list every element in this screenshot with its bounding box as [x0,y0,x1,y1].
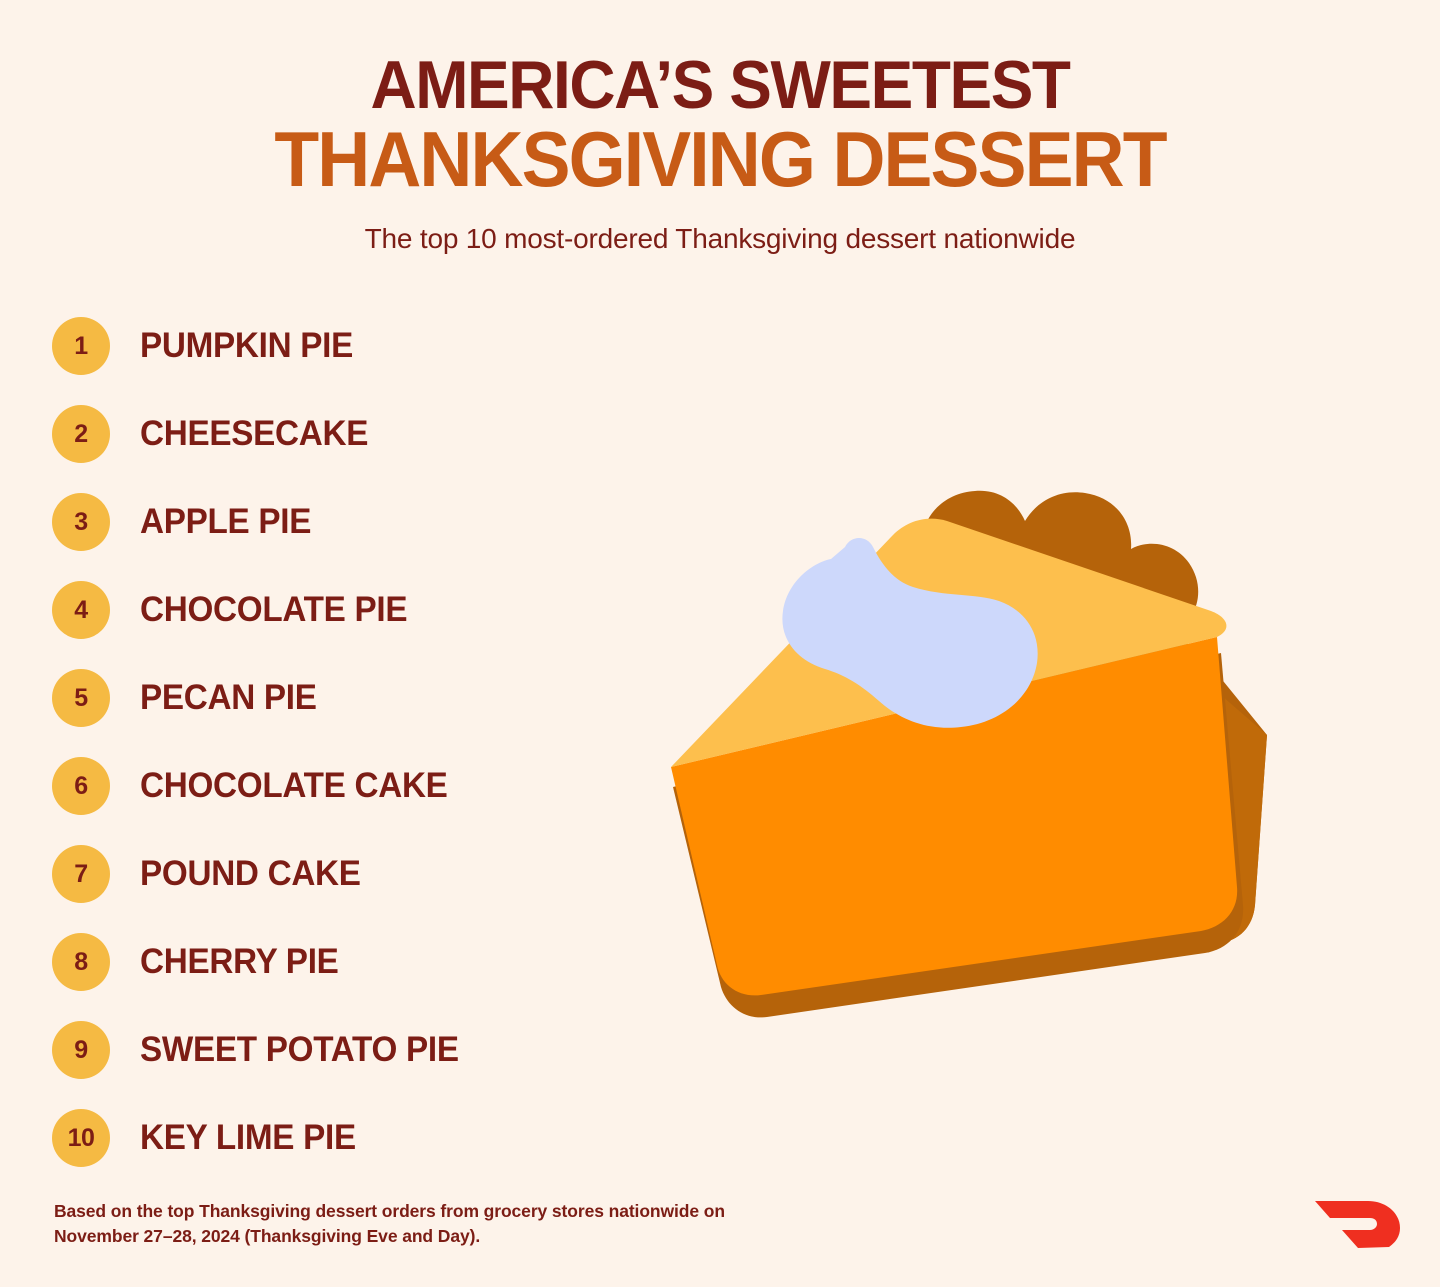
list-item: 10 KEY LIME PIE [52,1094,672,1182]
list-item: 6 CHOCOLATE CAKE [52,742,672,830]
whipped-cream-icon [782,538,1038,728]
rank-label: POUND CAKE [140,854,361,893]
page-subtitle: The top 10 most-ordered Thanksgiving des… [364,223,1076,255]
rank-badge: 2 [52,405,110,463]
dessert-ranking-list: 1 PUMPKIN PIE 2 CHEESECAKE 3 APPLE PIE 4… [52,302,672,1182]
list-item: 9 SWEET POTATO PIE [52,1006,672,1094]
list-item: 8 CHERRY PIE [52,918,672,1006]
rank-badge: 8 [52,933,110,991]
rank-badge: 7 [52,845,110,903]
rank-badge: 5 [52,669,110,727]
rank-badge: 3 [52,493,110,551]
rank-badge: 9 [52,1021,110,1079]
list-item: 4 CHOCOLATE PIE [52,566,672,654]
rank-badge: 1 [52,317,110,375]
rank-label: PUMPKIN PIE [140,326,354,365]
header: AMERICA’S SWEETEST THANKSGIVING DESSERT … [0,47,1440,255]
pie-slice-illustration [655,435,1315,1055]
rank-label: CHOCOLATE PIE [140,590,408,629]
list-item: 5 PECAN PIE [52,654,672,742]
page-title-line-1: AMERICA’S SWEETEST [370,47,1071,123]
list-item: 7 POUND CAKE [52,830,672,918]
list-item: 1 PUMPKIN PIE [52,302,672,390]
footnote: Based on the top Thanksgiving dessert or… [54,1199,894,1249]
pie-front-face [671,637,1238,996]
doordash-logo-icon [1312,1185,1404,1257]
rank-label: CHERRY PIE [140,942,339,981]
footnote-line-1: Based on the top Thanksgiving dessert or… [54,1201,725,1222]
page-title-line-2: THANKSGIVING DESSERT [274,114,1167,203]
rank-label: CHEESECAKE [140,414,369,453]
list-item: 2 CHEESECAKE [52,390,672,478]
rank-label: SWEET POTATO PIE [140,1030,459,1069]
list-item: 3 APPLE PIE [52,478,672,566]
rank-label: KEY LIME PIE [140,1118,356,1157]
rank-label: CHOCOLATE CAKE [140,766,448,805]
rank-badge: 4 [52,581,110,639]
rank-badge: 10 [52,1109,110,1167]
rank-label: PECAN PIE [140,678,317,717]
rank-badge: 6 [52,757,110,815]
footnote-line-2: November 27–28, 2024 (Thanksgiving Eve a… [54,1226,481,1247]
rank-label: APPLE PIE [140,502,312,541]
